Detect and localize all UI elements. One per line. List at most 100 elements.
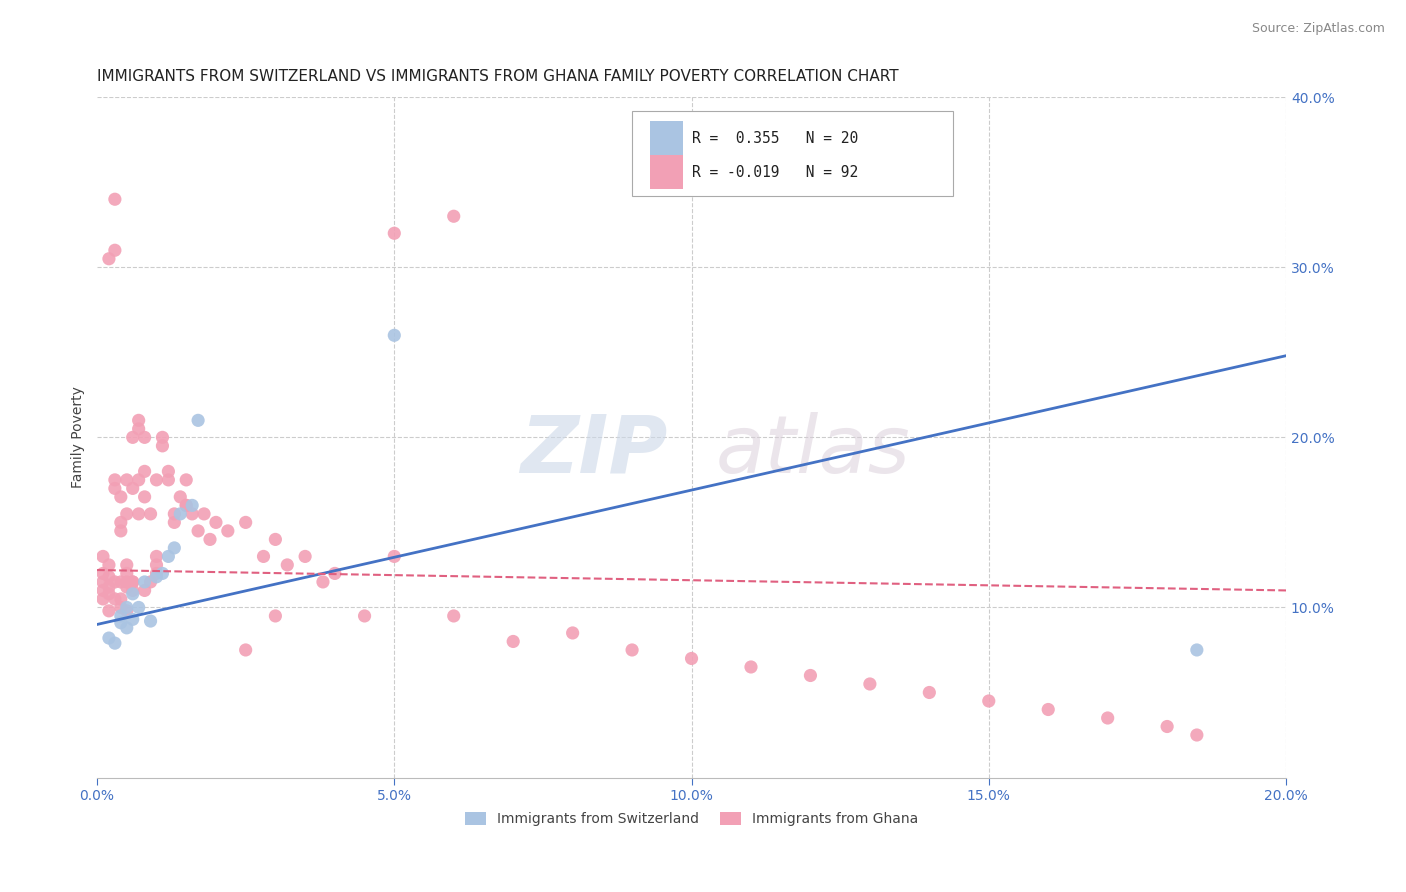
- Point: [139, 507, 162, 521]
- Point: [110, 574, 132, 589]
- Point: [264, 609, 287, 624]
- Point: [1038, 702, 1060, 716]
- Point: [193, 507, 215, 521]
- Point: [157, 549, 180, 564]
- Point: [252, 549, 274, 564]
- Point: [681, 651, 703, 665]
- Point: [145, 558, 167, 572]
- Point: [502, 634, 524, 648]
- Point: [91, 566, 114, 581]
- Point: [382, 226, 405, 240]
- Point: [152, 566, 174, 581]
- Point: [104, 192, 127, 206]
- Point: [97, 570, 120, 584]
- Point: [115, 566, 138, 581]
- Point: [134, 574, 156, 589]
- Point: [121, 430, 143, 444]
- Point: [1097, 711, 1119, 725]
- Point: [181, 499, 204, 513]
- Point: [97, 252, 120, 266]
- Point: [174, 499, 197, 513]
- FancyBboxPatch shape: [650, 121, 683, 155]
- Point: [115, 580, 138, 594]
- Point: [163, 507, 186, 521]
- Point: [110, 490, 132, 504]
- Point: [152, 439, 174, 453]
- Legend: Immigrants from Switzerland, Immigrants from Ghana: Immigrants from Switzerland, Immigrants …: [460, 806, 924, 832]
- Point: [169, 507, 191, 521]
- Text: atlas: atlas: [716, 412, 910, 490]
- Point: [104, 574, 127, 589]
- Point: [152, 430, 174, 444]
- Point: [128, 473, 150, 487]
- Point: [859, 677, 882, 691]
- Point: [163, 541, 186, 555]
- Point: [145, 566, 167, 581]
- Point: [115, 507, 138, 521]
- Point: [163, 516, 186, 530]
- Point: [323, 566, 346, 581]
- Point: [134, 490, 156, 504]
- Point: [139, 614, 162, 628]
- Point: [115, 621, 138, 635]
- Point: [121, 612, 143, 626]
- Point: [187, 524, 209, 538]
- Text: IMMIGRANTS FROM SWITZERLAND VS IMMIGRANTS FROM GHANA FAMILY POVERTY CORRELATION : IMMIGRANTS FROM SWITZERLAND VS IMMIGRANT…: [97, 69, 898, 84]
- Point: [115, 600, 138, 615]
- Point: [187, 413, 209, 427]
- Point: [97, 587, 120, 601]
- Point: [561, 626, 583, 640]
- Point: [621, 643, 644, 657]
- Point: [104, 244, 127, 258]
- Point: [121, 574, 143, 589]
- Point: [1156, 719, 1178, 733]
- Point: [115, 473, 138, 487]
- Point: [145, 570, 167, 584]
- Point: [977, 694, 1000, 708]
- Point: [443, 209, 465, 223]
- Point: [121, 574, 143, 589]
- Point: [121, 583, 143, 598]
- Point: [174, 473, 197, 487]
- Point: [799, 668, 821, 682]
- Point: [97, 558, 120, 572]
- Text: R = -0.019   N = 92: R = -0.019 N = 92: [692, 164, 858, 179]
- Point: [115, 558, 138, 572]
- Point: [169, 490, 191, 504]
- Point: [110, 516, 132, 530]
- Point: [91, 591, 114, 606]
- Point: [235, 643, 257, 657]
- Point: [235, 516, 257, 530]
- Text: ZIP: ZIP: [520, 412, 668, 490]
- Point: [198, 533, 221, 547]
- Point: [443, 609, 465, 624]
- Point: [110, 524, 132, 538]
- Point: [157, 464, 180, 478]
- Point: [91, 549, 114, 564]
- Point: [1185, 643, 1208, 657]
- Text: R =  0.355   N = 20: R = 0.355 N = 20: [692, 130, 858, 145]
- Point: [1185, 728, 1208, 742]
- Point: [157, 473, 180, 487]
- Point: [918, 685, 941, 699]
- Point: [134, 583, 156, 598]
- Point: [353, 609, 375, 624]
- Point: [110, 600, 132, 615]
- Point: [104, 636, 127, 650]
- Point: [110, 609, 132, 624]
- Point: [97, 631, 120, 645]
- Text: Source: ZipAtlas.com: Source: ZipAtlas.com: [1251, 22, 1385, 36]
- Point: [128, 413, 150, 427]
- Point: [104, 473, 127, 487]
- FancyBboxPatch shape: [633, 111, 953, 196]
- Point: [740, 660, 762, 674]
- Point: [128, 507, 150, 521]
- Point: [382, 328, 405, 343]
- Point: [312, 574, 335, 589]
- Point: [97, 604, 120, 618]
- Point: [104, 591, 127, 606]
- Point: [97, 580, 120, 594]
- Point: [110, 615, 132, 630]
- Point: [264, 533, 287, 547]
- Point: [91, 583, 114, 598]
